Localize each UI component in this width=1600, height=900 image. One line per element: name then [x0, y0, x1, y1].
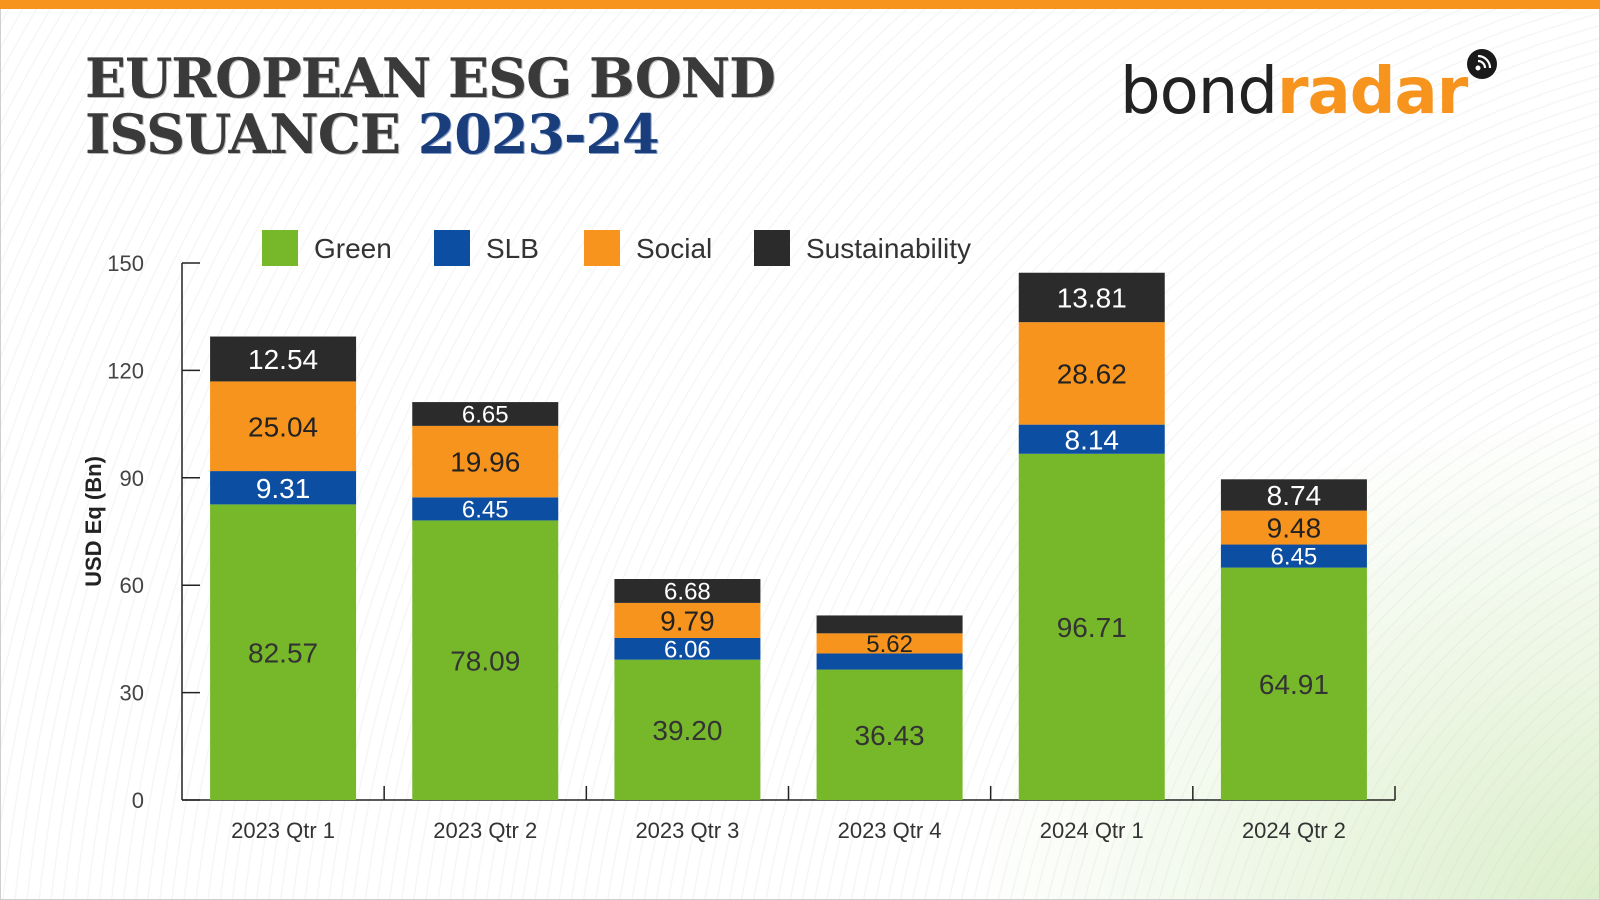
data-label-sustainability: 13.81 — [1057, 283, 1127, 314]
data-label-green: 39.20 — [652, 715, 722, 746]
x-category-label: 2023 Qtr 1 — [231, 818, 335, 843]
y-tick-label: 150 — [107, 251, 144, 276]
data-label-sustainability: 6.65 — [462, 402, 509, 429]
legend-label-green: Green — [314, 233, 392, 264]
bar-segment-sustainability — [614, 579, 761, 603]
title-line-2-prefix: ISSUANCE — [85, 102, 418, 166]
data-label-slb: 6.45 — [1271, 544, 1318, 571]
bar-segment-green — [412, 520, 559, 800]
legend-swatch-sustainability — [754, 230, 790, 266]
bar-segment-sustainability — [210, 336, 357, 382]
bar-segment-slb — [1220, 544, 1367, 568]
data-label-slb: 6.45 — [462, 497, 509, 524]
data-label-sustainability: 12.54 — [248, 344, 318, 375]
data-label-social: 25.04 — [248, 411, 318, 442]
bar-segment-green — [1220, 567, 1367, 800]
bondradar-logo: bondradar — [1120, 52, 1468, 132]
top-accent-bar — [0, 0, 1600, 9]
data-label-social: 28.62 — [1057, 358, 1127, 389]
bar-segment-social — [614, 602, 761, 638]
data-label-social: 19.96 — [450, 447, 520, 478]
legend-swatch-social — [584, 230, 620, 266]
y-axis-title: USD Eq (Bn) — [81, 456, 106, 587]
data-label-green: 36.43 — [855, 720, 925, 751]
legend-label-sustainability: Sustainability — [806, 233, 971, 264]
data-label-social: 9.48 — [1267, 513, 1322, 544]
bar-segment-green — [614, 659, 761, 800]
legend-label-social: Social — [636, 233, 713, 264]
data-label-social: 5.62 — [866, 631, 913, 658]
data-label-slb: 8.14 — [1065, 424, 1120, 455]
data-label-green: 82.57 — [248, 637, 318, 668]
bar-segment-social — [1018, 322, 1165, 425]
data-label-green: 96.71 — [1057, 612, 1127, 643]
data-label-slb: 6.06 — [664, 636, 711, 663]
title-years: 2023-24 — [417, 102, 660, 166]
bar-segment-sustainability — [412, 402, 559, 426]
bar-segment-slb — [1018, 424, 1165, 454]
bar-segment-sustainability — [816, 615, 963, 634]
bar-segment-green — [1018, 453, 1165, 800]
data-label-sustainability: 6.68 — [664, 579, 711, 606]
bar-segment-sustainability — [1220, 479, 1367, 511]
bar-segment-slb — [816, 653, 963, 670]
bar-segment-social — [816, 633, 963, 654]
bar-segment-social — [210, 381, 357, 472]
bar-segment-social — [1220, 510, 1367, 545]
title-line-2: ISSUANCE 2023-24 — [85, 106, 775, 162]
bar-segment-green — [816, 669, 963, 800]
radar-icon — [1467, 49, 1497, 79]
x-category-label: 2024 Qtr 1 — [1040, 818, 1144, 843]
legend-label-slb: SLB — [486, 233, 539, 264]
y-tick-label: 30 — [120, 681, 144, 706]
x-category-label: 2024 Qtr 2 — [1242, 818, 1346, 843]
logo-text-radar: radar — [1276, 55, 1468, 129]
y-tick-label: 120 — [107, 358, 144, 383]
y-tick-label: 0 — [132, 788, 144, 813]
y-tick-label: 60 — [120, 573, 144, 598]
title-line-1: EUROPEAN ESG BOND — [85, 46, 776, 110]
y-tick-label: 90 — [120, 466, 144, 491]
x-category-label: 2023 Qtr 3 — [635, 818, 739, 843]
bar-segment-slb — [210, 471, 357, 505]
legend-swatch-green — [262, 230, 298, 266]
legend-swatch-slb — [434, 230, 470, 266]
bar-segment-slb — [412, 497, 559, 521]
bar-segment-social — [412, 425, 559, 498]
data-label-social: 9.79 — [660, 606, 715, 637]
bar-segment-slb — [614, 637, 761, 660]
bar-segment-green — [210, 504, 357, 800]
data-label-green: 78.09 — [450, 645, 520, 676]
data-label-slb: 9.31 — [256, 473, 311, 504]
x-category-label: 2023 Qtr 4 — [838, 818, 942, 843]
data-label-green: 64.91 — [1259, 669, 1329, 700]
chart-title: EUROPEAN ESG BOND ISSUANCE 2023-24 — [85, 46, 776, 162]
data-label-sustainability: 8.74 — [1267, 480, 1322, 511]
logo-text-bond: bond — [1120, 55, 1278, 129]
x-category-label: 2023 Qtr 2 — [433, 818, 537, 843]
bar-segment-sustainability — [1018, 272, 1165, 323]
